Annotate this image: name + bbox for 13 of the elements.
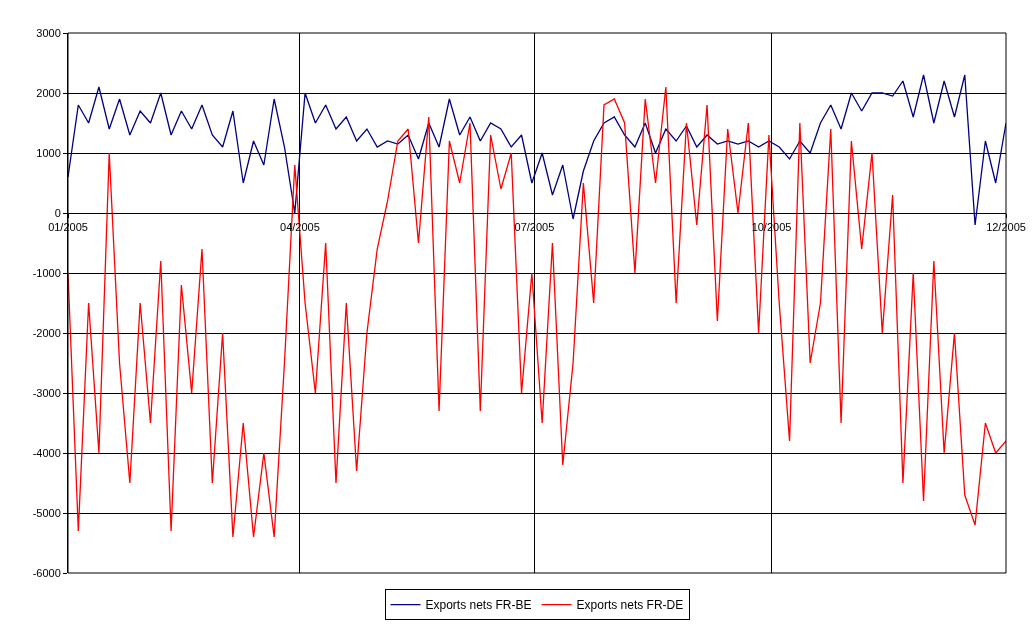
y-tick-label: -6000: [32, 566, 61, 579]
legend-label: Exports nets FR-BE: [425, 598, 532, 613]
y-tick-label: -2000: [32, 326, 61, 339]
legend-label: Exports nets FR-DE: [576, 598, 684, 613]
y-tick-label: -5000: [32, 506, 61, 519]
y-tick-label: 2000: [36, 86, 61, 99]
y-tick-label: 3000: [36, 26, 61, 39]
x-tick-label: 12/2005: [986, 221, 1026, 234]
y-tick-label: -1000: [32, 266, 61, 279]
y-tick-label: -3000: [32, 386, 61, 399]
y-tick-label: -4000: [32, 446, 61, 459]
y-tick-label: 1000: [36, 146, 61, 159]
y-tick-label: 0: [54, 206, 61, 219]
